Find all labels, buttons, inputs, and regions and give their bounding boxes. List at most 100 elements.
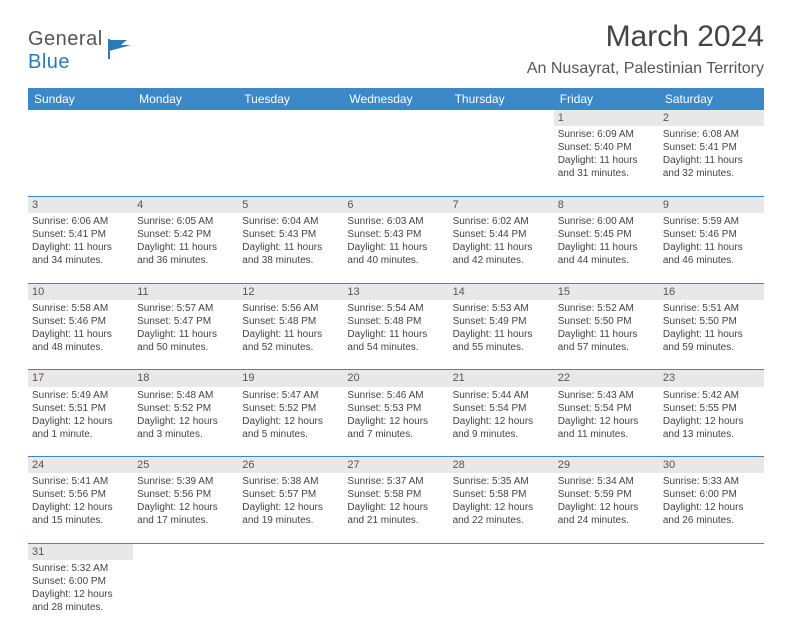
day-details-cell: Sunrise: 5:41 AMSunset: 5:56 PMDaylight:… [28,473,133,543]
day-details: Sunrise: 5:34 AMSunset: 5:59 PMDaylight:… [558,475,655,527]
day-number-cell: 21 [449,370,554,387]
day-details: Sunrise: 5:58 AMSunset: 5:46 PMDaylight:… [32,302,129,354]
day-number-cell: 13 [343,283,448,300]
day-number-cell [238,110,343,126]
day-details-cell: Sunrise: 6:09 AMSunset: 5:40 PMDaylight:… [554,126,659,196]
day-details-cell: Sunrise: 6:00 AMSunset: 5:45 PMDaylight:… [554,213,659,283]
day-details: Sunrise: 5:46 AMSunset: 5:53 PMDaylight:… [347,389,444,441]
day-number-cell: 29 [554,457,659,474]
day-details: Sunrise: 5:44 AMSunset: 5:54 PMDaylight:… [453,389,550,441]
day-details-cell: Sunrise: 5:37 AMSunset: 5:58 PMDaylight:… [343,473,448,543]
day-number-cell [343,543,448,560]
day-number-cell: 15 [554,283,659,300]
day-number-cell [133,543,238,560]
day-number-row: 31 [28,543,764,560]
weekday-header: Tuesday [238,88,343,110]
day-details-row: Sunrise: 5:58 AMSunset: 5:46 PMDaylight:… [28,300,764,370]
day-details-cell [449,560,554,630]
day-details-cell: Sunrise: 5:39 AMSunset: 5:56 PMDaylight:… [133,473,238,543]
logo-text: General Blue [28,28,103,74]
day-number-cell [28,110,133,126]
day-details-cell [238,560,343,630]
day-number-cell: 2 [659,110,764,126]
day-number-cell: 25 [133,457,238,474]
day-details: Sunrise: 5:39 AMSunset: 5:56 PMDaylight:… [137,475,234,527]
day-details-cell [133,126,238,196]
day-number-cell: 9 [659,196,764,213]
day-details-cell: Sunrise: 6:05 AMSunset: 5:42 PMDaylight:… [133,213,238,283]
day-details: Sunrise: 5:47 AMSunset: 5:52 PMDaylight:… [242,389,339,441]
day-details-cell: Sunrise: 5:42 AMSunset: 5:55 PMDaylight:… [659,387,764,457]
day-details-cell [449,126,554,196]
header: General Blue March 2024 An Nusayrat, Pal… [28,20,764,78]
day-details: Sunrise: 5:57 AMSunset: 5:47 PMDaylight:… [137,302,234,354]
day-number-cell [343,110,448,126]
weekday-header: Friday [554,88,659,110]
day-number-cell: 22 [554,370,659,387]
day-details-row: Sunrise: 6:06 AMSunset: 5:41 PMDaylight:… [28,213,764,283]
day-number-cell: 20 [343,370,448,387]
day-details: Sunrise: 5:48 AMSunset: 5:52 PMDaylight:… [137,389,234,441]
day-details-cell: Sunrise: 5:43 AMSunset: 5:54 PMDaylight:… [554,387,659,457]
day-details: Sunrise: 5:56 AMSunset: 5:48 PMDaylight:… [242,302,339,354]
day-details-cell: Sunrise: 5:51 AMSunset: 5:50 PMDaylight:… [659,300,764,370]
day-details-cell: Sunrise: 6:08 AMSunset: 5:41 PMDaylight:… [659,126,764,196]
day-number-cell: 31 [28,543,133,560]
day-number-cell: 30 [659,457,764,474]
day-number-cell: 5 [238,196,343,213]
logo: General Blue [28,28,135,74]
day-details-cell: Sunrise: 5:38 AMSunset: 5:57 PMDaylight:… [238,473,343,543]
day-details-cell: Sunrise: 5:59 AMSunset: 5:46 PMDaylight:… [659,213,764,283]
day-details-cell: Sunrise: 6:02 AMSunset: 5:44 PMDaylight:… [449,213,554,283]
day-number-cell: 19 [238,370,343,387]
day-details-cell [133,560,238,630]
day-details-row: Sunrise: 5:49 AMSunset: 5:51 PMDaylight:… [28,387,764,457]
day-details-cell: Sunrise: 5:48 AMSunset: 5:52 PMDaylight:… [133,387,238,457]
day-details: Sunrise: 5:38 AMSunset: 5:57 PMDaylight:… [242,475,339,527]
day-details: Sunrise: 5:53 AMSunset: 5:49 PMDaylight:… [453,302,550,354]
day-number-cell: 4 [133,196,238,213]
day-number-cell: 8 [554,196,659,213]
calendar-table: SundayMondayTuesdayWednesdayThursdayFrid… [28,88,764,630]
day-details-cell [343,126,448,196]
day-details-cell: Sunrise: 5:52 AMSunset: 5:50 PMDaylight:… [554,300,659,370]
day-details-cell [554,560,659,630]
day-details: Sunrise: 5:43 AMSunset: 5:54 PMDaylight:… [558,389,655,441]
day-details: Sunrise: 6:03 AMSunset: 5:43 PMDaylight:… [347,215,444,267]
day-details-cell: Sunrise: 5:57 AMSunset: 5:47 PMDaylight:… [133,300,238,370]
day-details: Sunrise: 6:05 AMSunset: 5:42 PMDaylight:… [137,215,234,267]
day-number-cell: 1 [554,110,659,126]
day-details-cell: Sunrise: 5:58 AMSunset: 5:46 PMDaylight:… [28,300,133,370]
day-details: Sunrise: 6:02 AMSunset: 5:44 PMDaylight:… [453,215,550,267]
day-details-cell: Sunrise: 5:47 AMSunset: 5:52 PMDaylight:… [238,387,343,457]
day-details-cell [238,126,343,196]
day-number-row: 12 [28,110,764,126]
day-number-cell: 24 [28,457,133,474]
day-details-cell: Sunrise: 5:33 AMSunset: 6:00 PMDaylight:… [659,473,764,543]
day-number-cell [449,543,554,560]
weekday-header: Thursday [449,88,554,110]
day-details: Sunrise: 5:52 AMSunset: 5:50 PMDaylight:… [558,302,655,354]
day-details-row: Sunrise: 5:32 AMSunset: 6:00 PMDaylight:… [28,560,764,630]
day-number-cell: 27 [343,457,448,474]
day-number-cell: 6 [343,196,448,213]
weekday-header: Sunday [28,88,133,110]
day-details: Sunrise: 5:41 AMSunset: 5:56 PMDaylight:… [32,475,129,527]
day-details-cell: Sunrise: 5:53 AMSunset: 5:49 PMDaylight:… [449,300,554,370]
day-details-cell: Sunrise: 5:46 AMSunset: 5:53 PMDaylight:… [343,387,448,457]
day-details: Sunrise: 5:51 AMSunset: 5:50 PMDaylight:… [663,302,760,354]
day-details: Sunrise: 6:00 AMSunset: 5:45 PMDaylight:… [558,215,655,267]
day-details: Sunrise: 5:54 AMSunset: 5:48 PMDaylight:… [347,302,444,354]
day-details: Sunrise: 6:06 AMSunset: 5:41 PMDaylight:… [32,215,129,267]
day-details: Sunrise: 5:33 AMSunset: 6:00 PMDaylight:… [663,475,760,527]
day-details-cell: Sunrise: 6:04 AMSunset: 5:43 PMDaylight:… [238,213,343,283]
calendar-body: 12Sunrise: 6:09 AMSunset: 5:40 PMDayligh… [28,110,764,630]
day-number-cell: 10 [28,283,133,300]
day-number-cell [659,543,764,560]
day-details-cell: Sunrise: 5:35 AMSunset: 5:58 PMDaylight:… [449,473,554,543]
day-details-cell: Sunrise: 6:03 AMSunset: 5:43 PMDaylight:… [343,213,448,283]
day-number-cell: 11 [133,283,238,300]
day-details-cell: Sunrise: 5:56 AMSunset: 5:48 PMDaylight:… [238,300,343,370]
day-details: Sunrise: 6:09 AMSunset: 5:40 PMDaylight:… [558,128,655,180]
day-number-cell [238,543,343,560]
